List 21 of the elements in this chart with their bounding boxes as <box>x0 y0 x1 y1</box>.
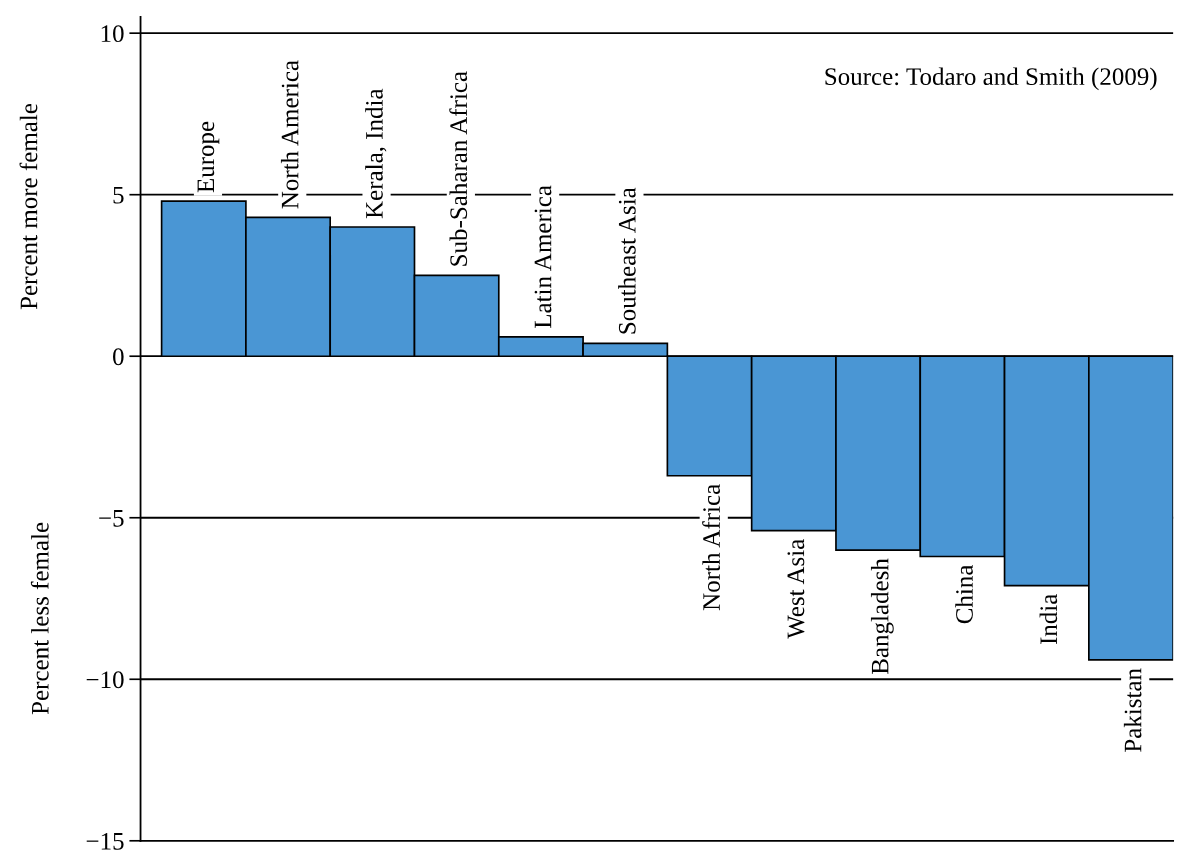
y-tick-label: −10 <box>86 671 124 689</box>
annotation: Source: Todaro and Smith (2009) <box>825 67 1157 91</box>
x-tick-label: Southeast Asia <box>618 187 636 334</box>
x-tick-label: North Africa <box>702 484 720 611</box>
x-tick-label: China <box>955 564 973 624</box>
y-tick-label: −5 <box>99 510 124 527</box>
x-tick-label: Europe <box>197 121 220 193</box>
y-tick-label: 0 <box>113 348 124 366</box>
x-tick-label: Pakistan <box>1123 668 1142 752</box>
text: Percent less female <box>30 522 49 715</box>
x-tick-label: Bangladesh <box>870 558 894 675</box>
y-tick-label: 5 <box>113 187 124 204</box>
x-tick-label: India <box>1039 594 1058 645</box>
x-tick-label: Kerala, India <box>365 88 387 219</box>
y-axis-title: Percent more female <box>19 103 38 310</box>
y-tick-label: −15 <box>86 832 124 850</box>
x-tick-label: North America <box>280 60 299 209</box>
x-tick-label: Sub-Saharan Africa <box>449 71 468 266</box>
x-tick-label: West Asia <box>787 539 805 639</box>
x-tick-label: Latin America <box>534 185 552 329</box>
y-tick-label: 10 <box>101 25 124 43</box>
